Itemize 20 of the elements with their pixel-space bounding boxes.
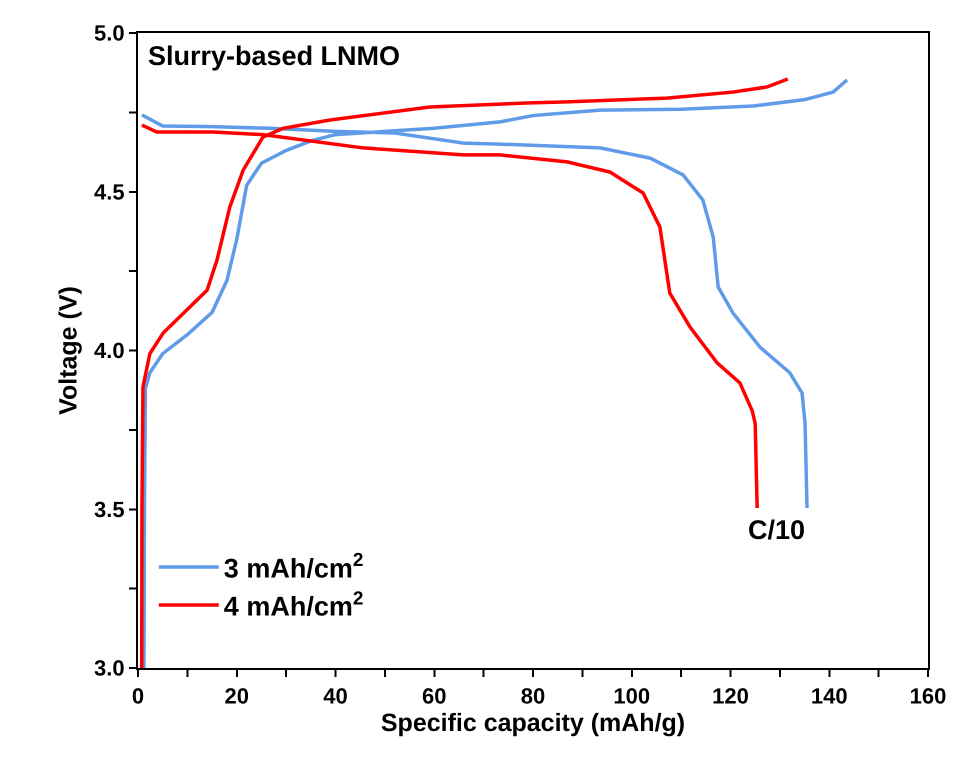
x-tick-label: 160 xyxy=(910,683,946,708)
legend-label: 4 mAh/cm$^{2}$ xyxy=(224,588,364,622)
x-tick-label: 40 xyxy=(323,683,348,708)
x-axis-title: Specific capacity (mAh/g) xyxy=(380,708,686,737)
y-tick-label: 3.0 xyxy=(94,656,125,681)
y-axis-title: Voltage (V) xyxy=(54,286,82,415)
chart-title: Slurry-based LNMO xyxy=(148,41,400,71)
y-tick-label: 4.5 xyxy=(94,179,125,204)
x-tick-label: 120 xyxy=(712,683,749,708)
y-tick-label: 5.0 xyxy=(94,20,125,46)
x-tick-label: 20 xyxy=(224,683,249,708)
legend-label: 3 mAh/cm$^{2}$ xyxy=(224,550,364,584)
x-tick-label: 0 xyxy=(132,683,144,708)
x-tick-label: 140 xyxy=(810,683,848,708)
y-tick-label: 4.0 xyxy=(94,338,125,364)
annotation: C/10 xyxy=(748,515,806,545)
x-tick-label: 80 xyxy=(520,683,546,708)
y-tick-label: 3.5 xyxy=(94,496,125,522)
x-tick-label: 100 xyxy=(613,683,650,708)
x-tick-label: 60 xyxy=(422,683,446,708)
